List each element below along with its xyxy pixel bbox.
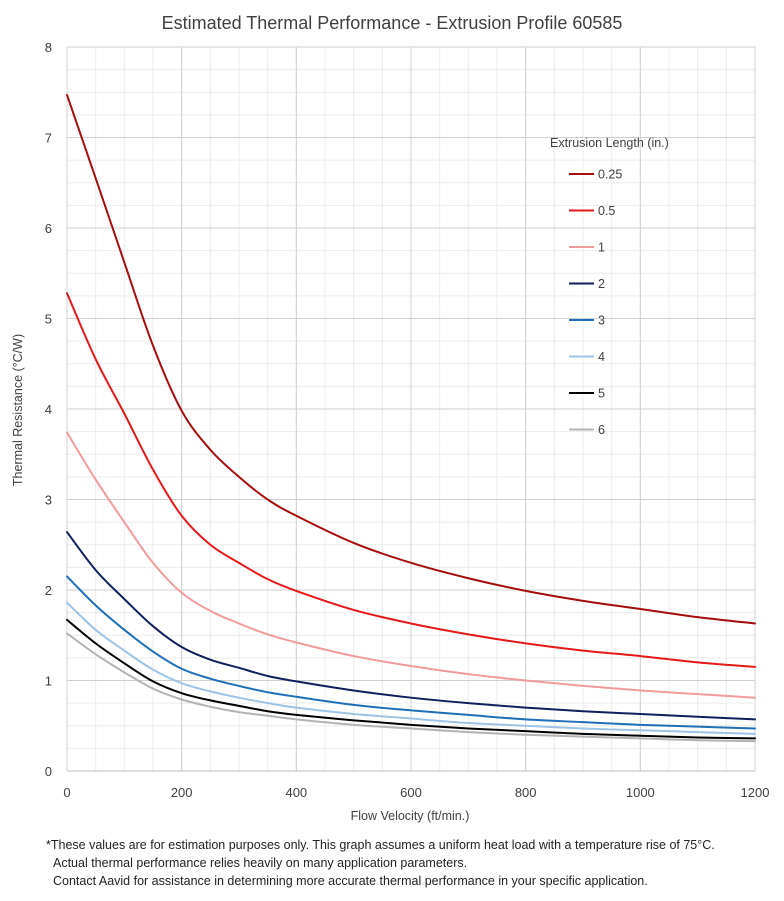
x-tick-label: 800	[515, 785, 537, 800]
x-tick-label: 600	[400, 785, 422, 800]
series-line-3	[66, 575, 756, 730]
legend-label-2: 2	[598, 277, 605, 291]
x-tick-label: 1000	[626, 785, 655, 800]
series-lines	[66, 93, 756, 743]
y-tick-label: 1	[45, 674, 52, 689]
legend-label-0.5: 0.5	[598, 204, 615, 218]
y-axis-label: Thermal Resistance (°C/W)	[11, 334, 25, 486]
legend-label-0.25: 0.25	[598, 168, 622, 182]
legend-label-1: 1	[598, 241, 605, 255]
series-line-2	[66, 531, 756, 721]
x-tick-label: 400	[285, 785, 307, 800]
y-tick-label: 7	[45, 131, 52, 146]
series-line-4	[66, 601, 756, 735]
legend: Extrusion Length (in.) 0.25 0.5 1 2 3 4 5 6	[550, 136, 669, 437]
legend-label-5: 5	[598, 387, 605, 401]
footnote-line-3: Contact Aavid for assistance in determin…	[53, 874, 648, 888]
footnote-line-1: *These values are for estimation purpose…	[46, 838, 715, 852]
x-tick-label: 0	[63, 785, 70, 800]
series-line-0.25	[66, 93, 756, 625]
footnote: *These values are for estimation purpose…	[46, 836, 776, 890]
series-line-0.5	[66, 292, 756, 668]
x-tick-label: 200	[171, 785, 193, 800]
y-tick-label: 0	[45, 764, 52, 779]
y-tick-label: 8	[45, 40, 52, 55]
x-axis-label: Flow Velocity (ft/min.)	[351, 809, 470, 823]
legend-label-3: 3	[598, 314, 605, 328]
legend-title: Extrusion Length (in.)	[550, 136, 669, 150]
major-grid	[66, 46, 756, 772]
y-tick-label: 5	[45, 312, 52, 327]
x-tick-label: 1200	[741, 785, 770, 800]
y-tick-label: 3	[45, 493, 52, 508]
thermal-performance-chart: 0 200 400 600 800 1000 1200 0 1 2 3 4 5 6 7 8 Estimated…	[11, 13, 770, 823]
series-line-6	[66, 632, 756, 743]
y-tick-label: 4	[45, 402, 52, 417]
chart-title: Estimated Thermal Performance - Extrusio…	[162, 13, 623, 33]
legend-label-4: 4	[598, 350, 605, 364]
y-tick-label: 2	[45, 583, 52, 598]
series-line-5	[66, 618, 756, 740]
tick-labels: 0 200 400 600 800 1000 1200 0 1 2 3 4 5 6 7 8	[45, 40, 770, 800]
footnote-line-2: Actual thermal performance relies heavil…	[53, 856, 468, 870]
legend-label-6: 6	[598, 423, 605, 437]
y-tick-label: 6	[45, 221, 52, 236]
series-line-1	[66, 431, 756, 699]
